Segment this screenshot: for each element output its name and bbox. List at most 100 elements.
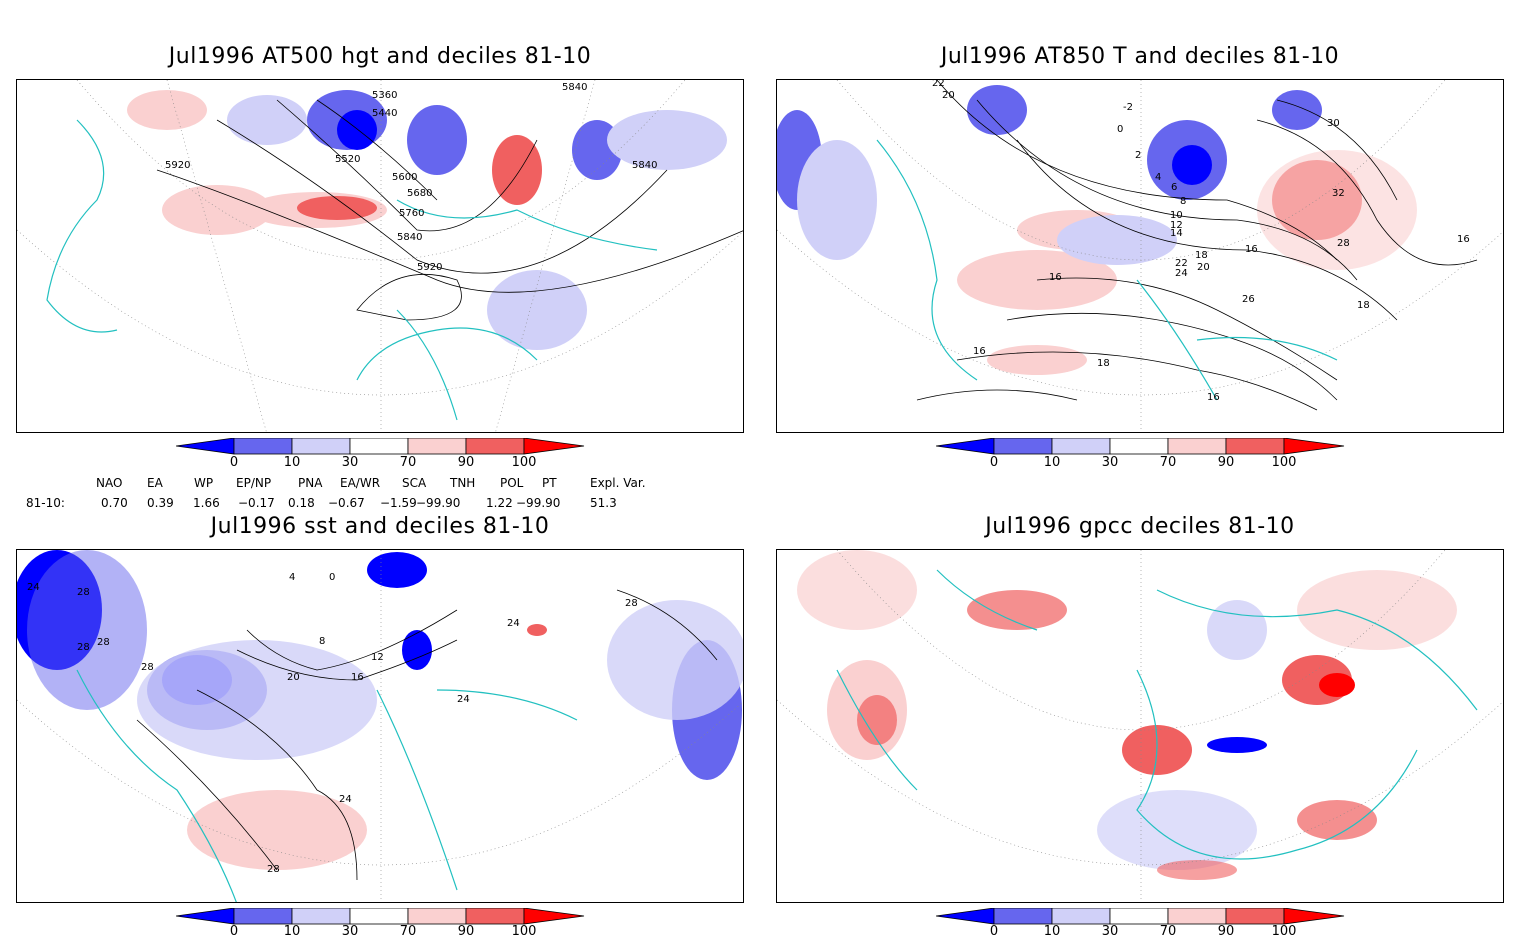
map-sst-svg: 24 28 28 28 28 4 0 8 12 16 20 24 24 24 2… [17, 550, 743, 902]
map-t850-svg: 22 20 -2 0 2 4 6 8 10 12 14 16 18 20 22 … [777, 80, 1503, 432]
contour-label: 10 [1170, 210, 1183, 221]
index-value: 51.3 [590, 496, 617, 510]
colorbar-tick: 100 [1271, 924, 1297, 939]
colorbar-tick: 90 [1217, 924, 1235, 939]
map-gpcc-svg [777, 550, 1503, 902]
index-header: EA [147, 476, 163, 490]
panel-title-t850: Jul1996 AT850 T and deciles 81-10 [940, 44, 1340, 69]
colorbar-bottom-right: 0 10 30 70 90 100 [935, 907, 1346, 940]
teleconnection-index-table: NAO EA WP EP/NP PNA EA/WR SCA TNH POL PT… [0, 474, 760, 514]
contour-label: 5840 [397, 232, 422, 243]
colorbar-tick: 10 [283, 455, 301, 470]
contour-label: 5680 [407, 188, 432, 199]
graticule [777, 80, 1503, 432]
index-header: PT [542, 476, 557, 490]
contour-label: 28 [97, 637, 110, 648]
contour-label: 8 [319, 636, 325, 647]
contour-label: 28 [141, 662, 154, 673]
contour-label: 5440 [372, 108, 397, 119]
colorbar-tick: 30 [341, 924, 359, 939]
anomaly-shading [777, 85, 1417, 375]
colorbar-tick: 0 [989, 455, 999, 470]
colorbar-svg [935, 437, 1345, 455]
index-value: −99.90 [516, 496, 561, 510]
colorbar-tick: 70 [399, 924, 417, 939]
contour-label: 8 [1180, 196, 1186, 207]
contour-label: -2 [1123, 102, 1133, 113]
panel-title-gpcc: Jul1996 gpcc deciles 81-10 [985, 514, 1295, 539]
contour-label: 14 [1170, 228, 1183, 239]
contour-label: 16 [351, 672, 364, 683]
contour-label: 5920 [417, 262, 442, 273]
index-header: SCA [402, 476, 427, 490]
contour-label: 24 [27, 582, 40, 593]
panel-title-hgt500: Jul1996 AT500 hgt and deciles 81-10 [168, 44, 592, 69]
index-value: −99.90 [416, 496, 461, 510]
contour-label: 32 [1332, 188, 1345, 199]
colorbar-tick: 90 [457, 455, 475, 470]
colorbar-tick: 70 [399, 455, 417, 470]
contour-label: 6 [1171, 182, 1177, 193]
contour-label: 28 [77, 587, 90, 598]
index-header: EA/WR [340, 476, 381, 490]
panel-title-sst: Jul1996 sst and deciles 81-10 [210, 514, 550, 539]
contour-label: 28 [625, 598, 638, 609]
coastlines [876, 139, 1338, 401]
index-header: TNH [450, 476, 476, 490]
colorbar-tick: 10 [1043, 455, 1061, 470]
graticule [777, 550, 1503, 902]
contour-label: 28 [267, 864, 280, 875]
contour-label: 5520 [335, 154, 360, 165]
contours [156, 99, 743, 321]
map-t850: 22 20 -2 0 2 4 6 8 10 12 14 16 18 20 22 … [776, 79, 1504, 433]
index-value: 0.18 [288, 496, 315, 510]
contour-label: 24 [339, 794, 352, 805]
colorbar-tick: 100 [511, 455, 537, 470]
contour-label: 24 [457, 694, 470, 705]
contour-label: 5360 [372, 90, 397, 101]
coastlines [836, 569, 1478, 860]
colorbar-tick: 0 [989, 924, 999, 939]
contour-label: 5840 [562, 82, 587, 93]
coastlines [46, 119, 658, 421]
contour-label: 12 [371, 652, 384, 663]
colorbar-tick: 10 [1043, 924, 1061, 939]
contour-label: 16 [1207, 392, 1220, 403]
index-value: 0.39 [147, 496, 174, 510]
contour-label: 16 [1245, 244, 1258, 255]
colorbar-tick: 90 [457, 924, 475, 939]
colorbar-tick: 90 [1217, 455, 1235, 470]
colorbar-top-right: 0 10 30 70 90 100 [935, 437, 1346, 476]
contour-label: 18 [1195, 250, 1208, 261]
contour-label: 16 [1457, 234, 1470, 245]
contour-label: 20 [942, 90, 955, 101]
graticule [17, 550, 743, 902]
index-value: 1.22 [486, 496, 513, 510]
contour-label: 20 [287, 672, 300, 683]
contour-labels: 22 20 -2 0 2 4 6 8 10 12 14 16 18 20 22 … [932, 80, 1470, 403]
colorbar-bottom-left: 0 10 30 70 90 100 [175, 907, 586, 940]
contour-label: 2 [1135, 150, 1141, 161]
index-header: EP/NP [236, 476, 272, 490]
contour-label: 18 [1357, 300, 1370, 311]
contour-label: 22 [1175, 258, 1188, 269]
index-header: POL [500, 476, 524, 490]
index-value: −0.17 [238, 496, 275, 510]
contour-label: 0 [329, 572, 335, 583]
coastlines [76, 669, 578, 902]
contour-label: 20 [1197, 262, 1210, 273]
contour-label: 24 [507, 618, 520, 629]
contour-label: 4 [1155, 172, 1161, 183]
contour-label: 0 [1117, 124, 1123, 135]
index-header: Expl. Var. [590, 476, 646, 490]
contour-label: 26 [1242, 294, 1255, 305]
colorbar-tick: 70 [1159, 455, 1177, 470]
contour-label: 5840 [632, 160, 657, 171]
map-gpcc [776, 549, 1504, 903]
colorbar-tick: 100 [1271, 455, 1297, 470]
index-row-label: 81-10: [26, 496, 65, 510]
map-hgt500: 5360 5440 5520 5600 5680 5760 5840 5840 … [16, 79, 744, 433]
index-header: PNA [298, 476, 323, 490]
contour-label: 24 [1175, 268, 1188, 279]
index-value: −0.67 [328, 496, 365, 510]
